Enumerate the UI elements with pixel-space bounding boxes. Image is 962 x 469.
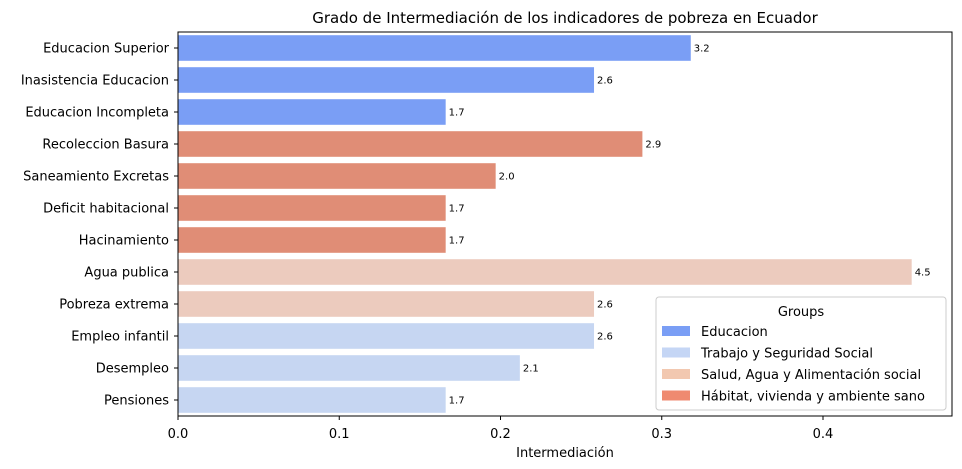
chart-title: Grado de Intermediación de los indicador…	[312, 9, 818, 27]
y-tick-label: Inasistencia Educacion	[21, 74, 169, 89]
x-tick-label: 0.2	[490, 427, 511, 442]
data-label: 2.1	[523, 364, 539, 375]
y-tick-label: Desempleo	[96, 362, 169, 377]
legend: Groups Educacion Trabajo y Seguridad Socia…	[655, 296, 947, 411]
bar	[178, 35, 691, 61]
bar	[178, 323, 595, 349]
legend-swatch	[662, 347, 690, 358]
legend-swatch	[662, 369, 690, 379]
y-tick-label: Recoleccion Basura	[42, 138, 169, 153]
data-label: 1.7	[449, 236, 465, 247]
legend-swatch	[662, 326, 690, 336]
bars-layer: 3.2 2.6 1.7 2.9 2.0 1.7 1.7 4.5 2.6 2.6 2.1 1.7	[178, 35, 931, 413]
y-tick-label: Agua publica	[84, 266, 169, 281]
bar	[178, 387, 446, 413]
legend-title: Groups	[778, 305, 825, 320]
bar	[178, 227, 446, 253]
legend-label: Salud, Agua y Alimentación social	[701, 368, 921, 383]
data-label: 1.7	[449, 108, 465, 119]
x-tick-label: 0.1	[329, 427, 350, 442]
y-tick-label: Saneamiento Excretas	[23, 170, 169, 185]
data-label: 2.6	[597, 332, 613, 343]
legend-label: Educacion	[701, 325, 768, 340]
bar	[178, 291, 595, 317]
x-axis-title: Intermediación	[516, 446, 614, 461]
legend-box	[655, 296, 947, 411]
data-label: 1.7	[449, 204, 465, 215]
bar	[178, 163, 496, 189]
bar	[178, 259, 912, 285]
x-tick-label: 0.3	[651, 427, 672, 442]
legend-label: Hábitat, vivienda y ambiente sano	[701, 390, 925, 405]
y-tick-label: Pobreza extrema	[59, 298, 169, 313]
legend-swatch	[662, 390, 690, 401]
data-label: 2.6	[597, 300, 613, 311]
data-label: 1.7	[449, 396, 465, 407]
bar	[178, 195, 446, 221]
bar	[178, 67, 595, 93]
data-label: 4.5	[915, 268, 931, 279]
y-tick-label: Deficit habitacional	[43, 202, 169, 217]
bar	[178, 99, 446, 125]
data-label: 2.6	[597, 76, 613, 87]
y-tick-label: Pensiones	[104, 394, 169, 409]
y-tick-label: Hacinamiento	[79, 234, 169, 249]
legend-label: Trabajo y Seguridad Social	[700, 347, 873, 362]
data-label: 2.9	[645, 140, 661, 151]
bar	[178, 131, 643, 157]
axes-layer: Educacion Superior Inasistencia Educacion…	[21, 31, 953, 442]
data-label: 2.0	[499, 172, 515, 183]
plot-frame	[177, 31, 953, 417]
y-tick-label: Educacion Incompleta	[25, 106, 169, 121]
bar	[178, 355, 520, 381]
y-tick-label: Empleo infantil	[71, 330, 169, 345]
x-tick-label: 0.4	[813, 427, 834, 442]
x-tick-label: 0.0	[168, 427, 189, 442]
data-label: 3.2	[694, 44, 710, 55]
y-tick-label: Educacion Superior	[43, 42, 170, 57]
